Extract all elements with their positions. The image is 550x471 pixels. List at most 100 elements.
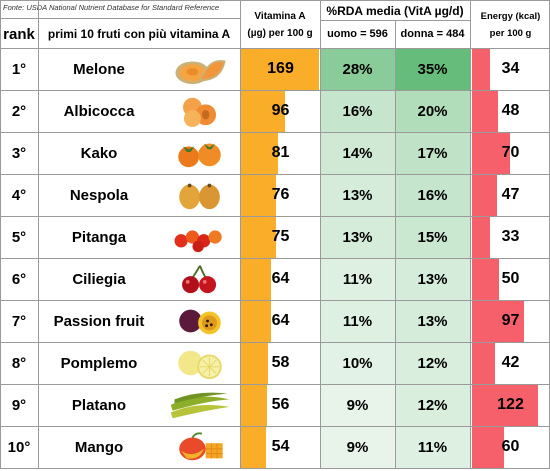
table-row: 10° Mango 54 9% 11% 60 [0,426,550,468]
rda-female-cell: 11% [395,427,470,468]
rda-male-cell: 16% [320,91,395,132]
vitamin-a-value: 54 [271,438,290,455]
rda-female-cell: 15% [395,217,470,258]
table-row: 1° Melone 169 28% 35% 34 [0,48,550,90]
fruit-name: Mango [74,438,124,456]
energy-bar [472,91,498,132]
vitamin-a-value: 96 [271,102,290,119]
grapefruit-icon [160,342,240,384]
vitamin-a-bar [241,217,276,258]
vitamin-a-value: 56 [271,396,290,413]
energy-value: 33 [501,228,520,245]
vitamin-a-bar [241,175,276,216]
rank-cell: 4° [11,186,27,204]
table-row: 6° Ciliegia 64 11% 13% 50 [0,258,550,300]
vitamin-a-value: 169 [267,60,294,77]
table-row: 3° Kako 81 14% 17% 70 [0,132,550,174]
fruit-name: Ciliegia [72,270,126,288]
vitamin-a-bar [241,427,266,468]
rda-male-cell: 14% [320,133,395,174]
fruit-name: Platano [71,396,127,414]
row-divider [0,426,550,427]
rda-female-cell: 13% [395,259,470,300]
rda-female-cell: 20% [395,91,470,132]
table-row: 9° Platano 56 9% 12% 122 [0,384,550,426]
rda-male-header: uomo = 596 [327,27,388,40]
rank-cell: 9° [11,396,27,414]
vitamin-a-bar [241,301,271,342]
persimmon-icon [160,132,240,174]
mango-icon [160,426,240,468]
energy-bar [472,217,490,258]
rank-cell: 7° [11,312,27,330]
rda-male-cell: 11% [320,259,395,300]
rda-female-cell: 12% [395,343,470,384]
energy-header-line2: per 100 g [489,28,532,39]
rda-male-cell: 9% [320,385,395,426]
rda-male-cell: 11% [320,301,395,342]
rda-female-cell: 16% [395,175,470,216]
vitamin-a-bar [241,343,268,384]
cantaloupe-icon [160,48,240,90]
top-border [0,0,550,1]
energy-header-line1: Energy (kcal) [480,11,541,22]
vitamin-a-header-line2: (µg) per 100 g [247,28,313,39]
energy-value: 70 [501,144,520,161]
table-row: 4° Nespola 76 13% 16% 47 [0,174,550,216]
energy-bar [472,259,499,300]
rda-female-cell: 12% [395,385,470,426]
source-note: Fonte: USDA National Nutrient Database f… [3,3,220,12]
energy-value: 47 [501,186,520,203]
energy-bar [472,175,497,216]
rda-female-header: donna = 484 [400,27,465,40]
energy-value: 60 [501,438,520,455]
energy-bar [472,385,538,426]
fruit-name: Pitanga [71,228,127,246]
row-divider [0,468,550,469]
rda-male-cell: 13% [320,217,395,258]
vitamin-a-bar [241,91,285,132]
fruit-name: Albicocca [63,102,135,120]
rda-female-cell: 13% [395,301,470,342]
row-divider [0,384,550,385]
pitanga-icon [160,216,240,258]
vitamin-a-header: Vitamina A (µg) per 100 g [241,6,319,44]
energy-bar [472,343,495,384]
rank-cell: 10° [7,438,31,456]
rank-cell: 3° [11,144,27,162]
rank-cell: 6° [11,270,27,288]
column-divider [0,0,1,468]
column-divider [470,0,471,468]
rda-male-cell: 9% [320,427,395,468]
row-divider [0,258,550,259]
vitamin-a-value: 75 [271,228,290,245]
rank-cell: 5° [11,228,27,246]
table-row: 2° Albicocca 96 16% 20% 48 [0,90,550,132]
rda-header: %RDA media (VitA µg/d) [326,3,464,18]
column-divider [240,0,241,468]
passion-fruit-icon [160,300,240,342]
row-divider [0,90,550,91]
loquat-icon [160,174,240,216]
energy-value: 50 [501,270,520,287]
column-divider [395,20,396,468]
rda-male-cell: 28% [320,49,395,90]
vitamin-a-bar [241,133,278,174]
row-divider [0,132,550,133]
rda-male-cell: 10% [320,343,395,384]
row-divider [0,342,550,343]
table-row: 8° Pomplemo 58 10% 12% 42 [0,342,550,384]
cherry-icon [160,258,240,300]
table-row: 7° Passion fruit 64 11% 13% 97 [0,300,550,342]
vitamin-a-bar [241,259,271,300]
column-divider [38,0,39,468]
column-divider [320,0,321,468]
row-divider [0,216,550,217]
energy-value: 48 [501,102,520,119]
energy-bar [472,49,490,90]
fruit-column-header: primi 10 fruti con più vitamina A [47,26,231,41]
fruit-name: Nespola [69,186,129,204]
vitamin-a-value: 58 [271,354,290,371]
row-divider [0,48,550,49]
